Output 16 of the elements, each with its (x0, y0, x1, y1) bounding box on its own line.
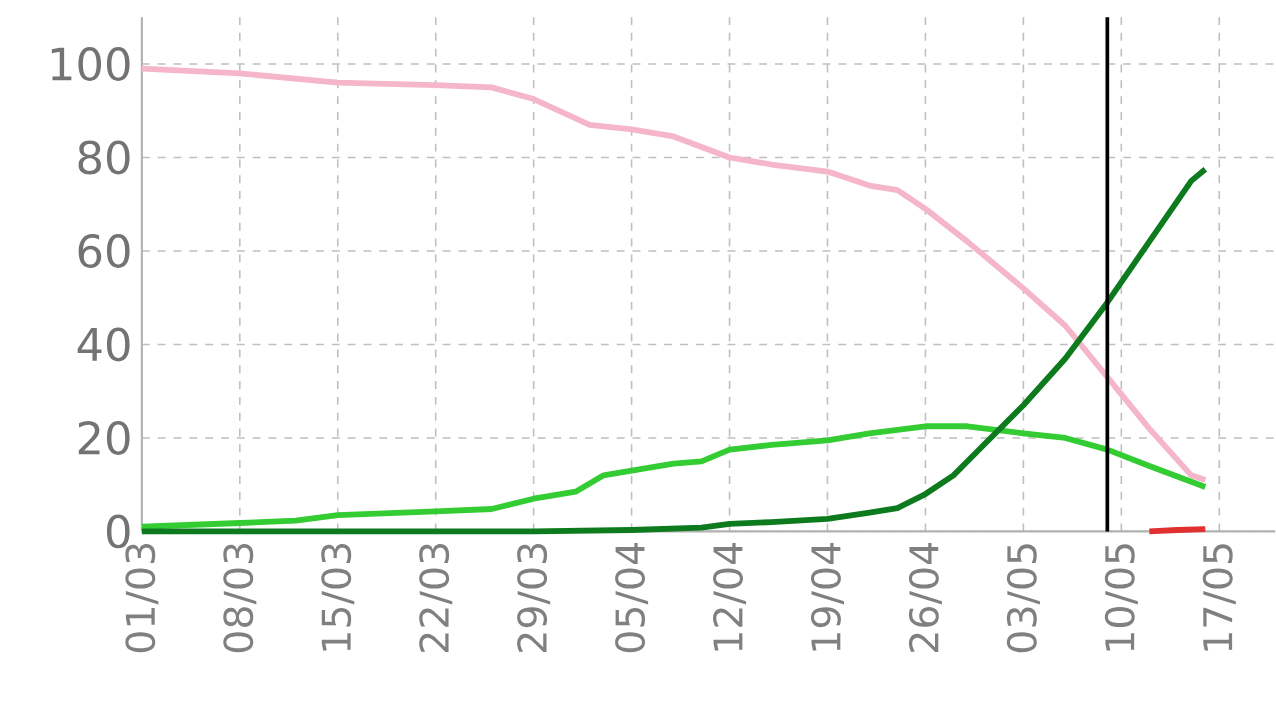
x-tick-label: 15/03 (321, 543, 355, 651)
x-tick-label: 10/05 (1104, 544, 1138, 651)
y-tick-label: 100 (51, 46, 130, 81)
x-tick-label: 22/03 (419, 543, 453, 652)
y-tick-label: 80 (78, 140, 130, 175)
x-tick-label: 03/05 (1006, 544, 1040, 653)
x-tick-label: 12/04 (713, 542, 747, 651)
x-tick-label: 08/03 (223, 543, 257, 653)
x-tick-label: 29/03 (517, 543, 551, 652)
y-tick-label: 60 (78, 233, 130, 268)
y-tick-label: 20 (78, 420, 130, 455)
x-tick-label: 19/04 (810, 542, 845, 651)
x-tick-label: 17/05 (1202, 544, 1236, 651)
x-tick-label: 26/04 (908, 542, 942, 652)
x-tick-label: 05/04 (615, 542, 649, 653)
y-tick-label: 40 (77, 327, 130, 362)
